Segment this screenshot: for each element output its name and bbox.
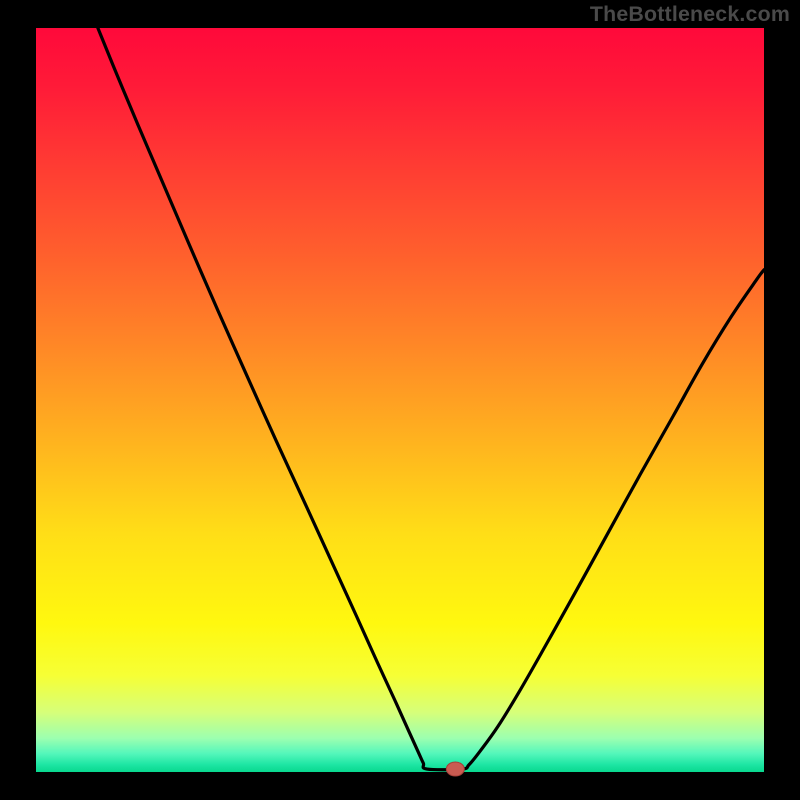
bottleneck-chart-svg <box>0 0 800 800</box>
watermark-label: TheBottleneck.com <box>590 2 790 27</box>
chart-root: TheBottleneck.com <box>0 0 800 800</box>
optimal-point-marker <box>446 762 464 776</box>
